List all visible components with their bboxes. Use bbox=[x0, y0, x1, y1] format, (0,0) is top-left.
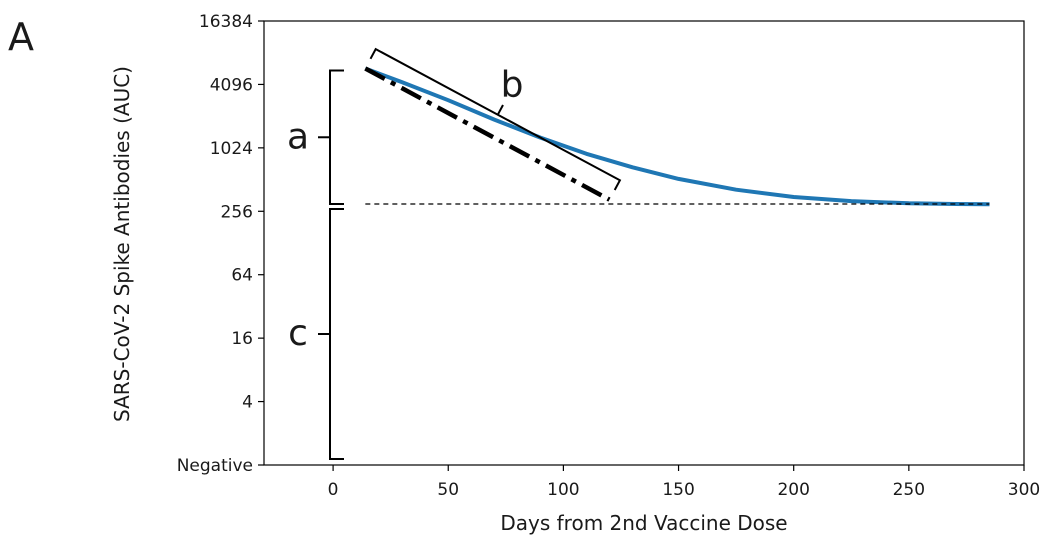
y-tick-label: 16 bbox=[231, 329, 253, 349]
x-tick-label: 100 bbox=[547, 480, 579, 500]
annotation-label-c: c bbox=[288, 313, 308, 354]
annotation-layer: a c b bbox=[287, 47, 990, 460]
series-layer bbox=[364, 66, 990, 207]
x-tick-label: 150 bbox=[662, 480, 694, 500]
y-tick-label: 256 bbox=[221, 202, 253, 222]
y-tick-label: Negative bbox=[177, 456, 253, 476]
y-tick-label: 1024 bbox=[210, 139, 253, 159]
y-axis-label: SARS-CoV-2 Spike Antibodies (AUC) bbox=[110, 66, 134, 422]
x-tick-label: 300 bbox=[1008, 480, 1040, 500]
bracket-a bbox=[329, 69, 344, 206]
x-tick-label: 250 bbox=[893, 480, 925, 500]
slope-dashdot-line bbox=[364, 66, 611, 202]
series-line-0 bbox=[364, 66, 990, 207]
x-tick-label: 0 bbox=[328, 480, 339, 500]
x-axis-label: Days from 2nd Vaccine Dose bbox=[500, 511, 787, 535]
x-axis: 0 50 100 150 200 250 300 bbox=[328, 465, 1040, 500]
y-tick-label: 4 bbox=[242, 393, 253, 413]
x-tick-label: 50 bbox=[437, 480, 459, 500]
plot-frame bbox=[263, 20, 1025, 466]
x-tick-label: 200 bbox=[777, 480, 809, 500]
y-tick-label: 64 bbox=[231, 266, 253, 286]
panel-label: A bbox=[8, 15, 34, 59]
y-tick-label: 4096 bbox=[210, 75, 253, 95]
annotation-label-b: b bbox=[501, 64, 524, 105]
y-axis: Negative 4 16 64 256 1024 4096 16384 bbox=[177, 12, 264, 476]
bracket-b-tick bbox=[496, 104, 504, 116]
bracket-c bbox=[329, 208, 344, 460]
annotation-label-a: a bbox=[287, 116, 309, 157]
y-tick-label: 16384 bbox=[199, 12, 253, 32]
